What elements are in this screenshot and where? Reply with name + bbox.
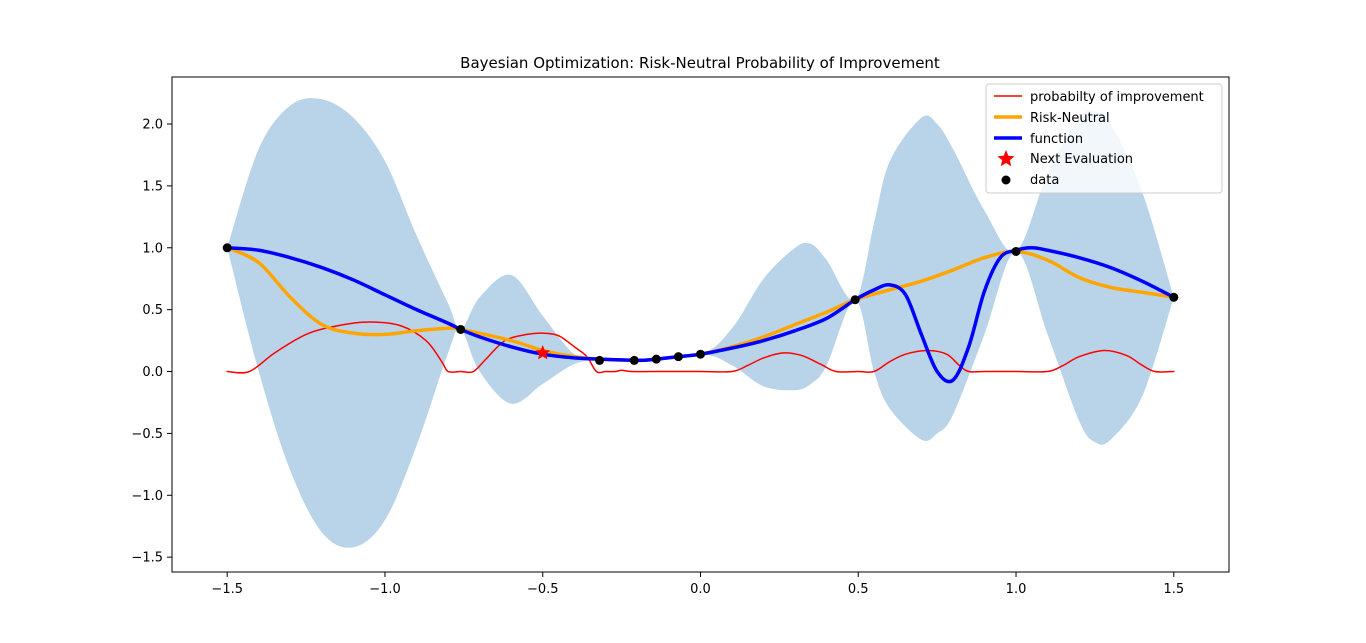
data-point [1011, 246, 1021, 256]
legend-swatch-data [1001, 175, 1011, 185]
plot-area [222, 98, 1179, 548]
data-point [673, 352, 683, 362]
legend-box [985, 83, 1223, 194]
data-point [651, 354, 661, 364]
x-axis: −1.5 −1.0 −0.5 0.0 0.5 1.0 1.5 [211, 572, 1184, 597]
x-tick-label: 1.5 [1163, 582, 1184, 597]
y-axis: −1.5 −1.0 −0.5 0.0 0.5 1.0 1.5 2.0 [131, 118, 172, 566]
series-function-line [225, 246, 1176, 384]
y-tick-label: 1.0 [142, 241, 163, 256]
next-evaluation-star [535, 344, 551, 360]
legend-label-probability: probabilty of improvement [1030, 90, 1204, 105]
data-point [1169, 292, 1179, 302]
y-tick-label: 0.0 [142, 365, 163, 380]
x-tick-label: −1.5 [211, 582, 243, 597]
data-point [222, 243, 232, 253]
y-tick-label: −1.0 [131, 489, 163, 504]
data-point [629, 355, 639, 365]
y-tick-label: 0.5 [142, 303, 163, 318]
legend-label-next-evaluation: Next Evaluation [1030, 152, 1133, 167]
legend: probabilty of improvement Risk-Neutral f… [985, 83, 1223, 194]
y-tick-label: −1.5 [131, 551, 163, 566]
x-tick-label: 0.5 [848, 582, 869, 597]
confidence-band [227, 98, 1174, 548]
data-point [456, 324, 466, 334]
series-probability-line [226, 321, 1175, 374]
y-tick-label: 1.5 [142, 179, 163, 194]
data-point [850, 295, 860, 305]
data-point [595, 355, 605, 365]
x-tick-label: 1.0 [1006, 582, 1027, 597]
x-tick-label: −1.0 [369, 582, 401, 597]
x-tick-label: 0.0 [690, 582, 711, 597]
chart-title: Bayesian Optimization: Risk-Neutral Prob… [460, 54, 940, 72]
legend-label-risk-neutral: Risk-Neutral [1030, 111, 1110, 126]
y-tick-label: 2.0 [142, 118, 163, 133]
legend-swatch-next-evaluation-star-icon [997, 150, 1015, 167]
legend-label-function: function [1030, 132, 1083, 147]
x-tick-label: −0.5 [527, 582, 559, 597]
y-tick-label: −0.5 [131, 427, 163, 442]
data-point [696, 349, 705, 359]
legend-label-data: data [1030, 173, 1059, 188]
